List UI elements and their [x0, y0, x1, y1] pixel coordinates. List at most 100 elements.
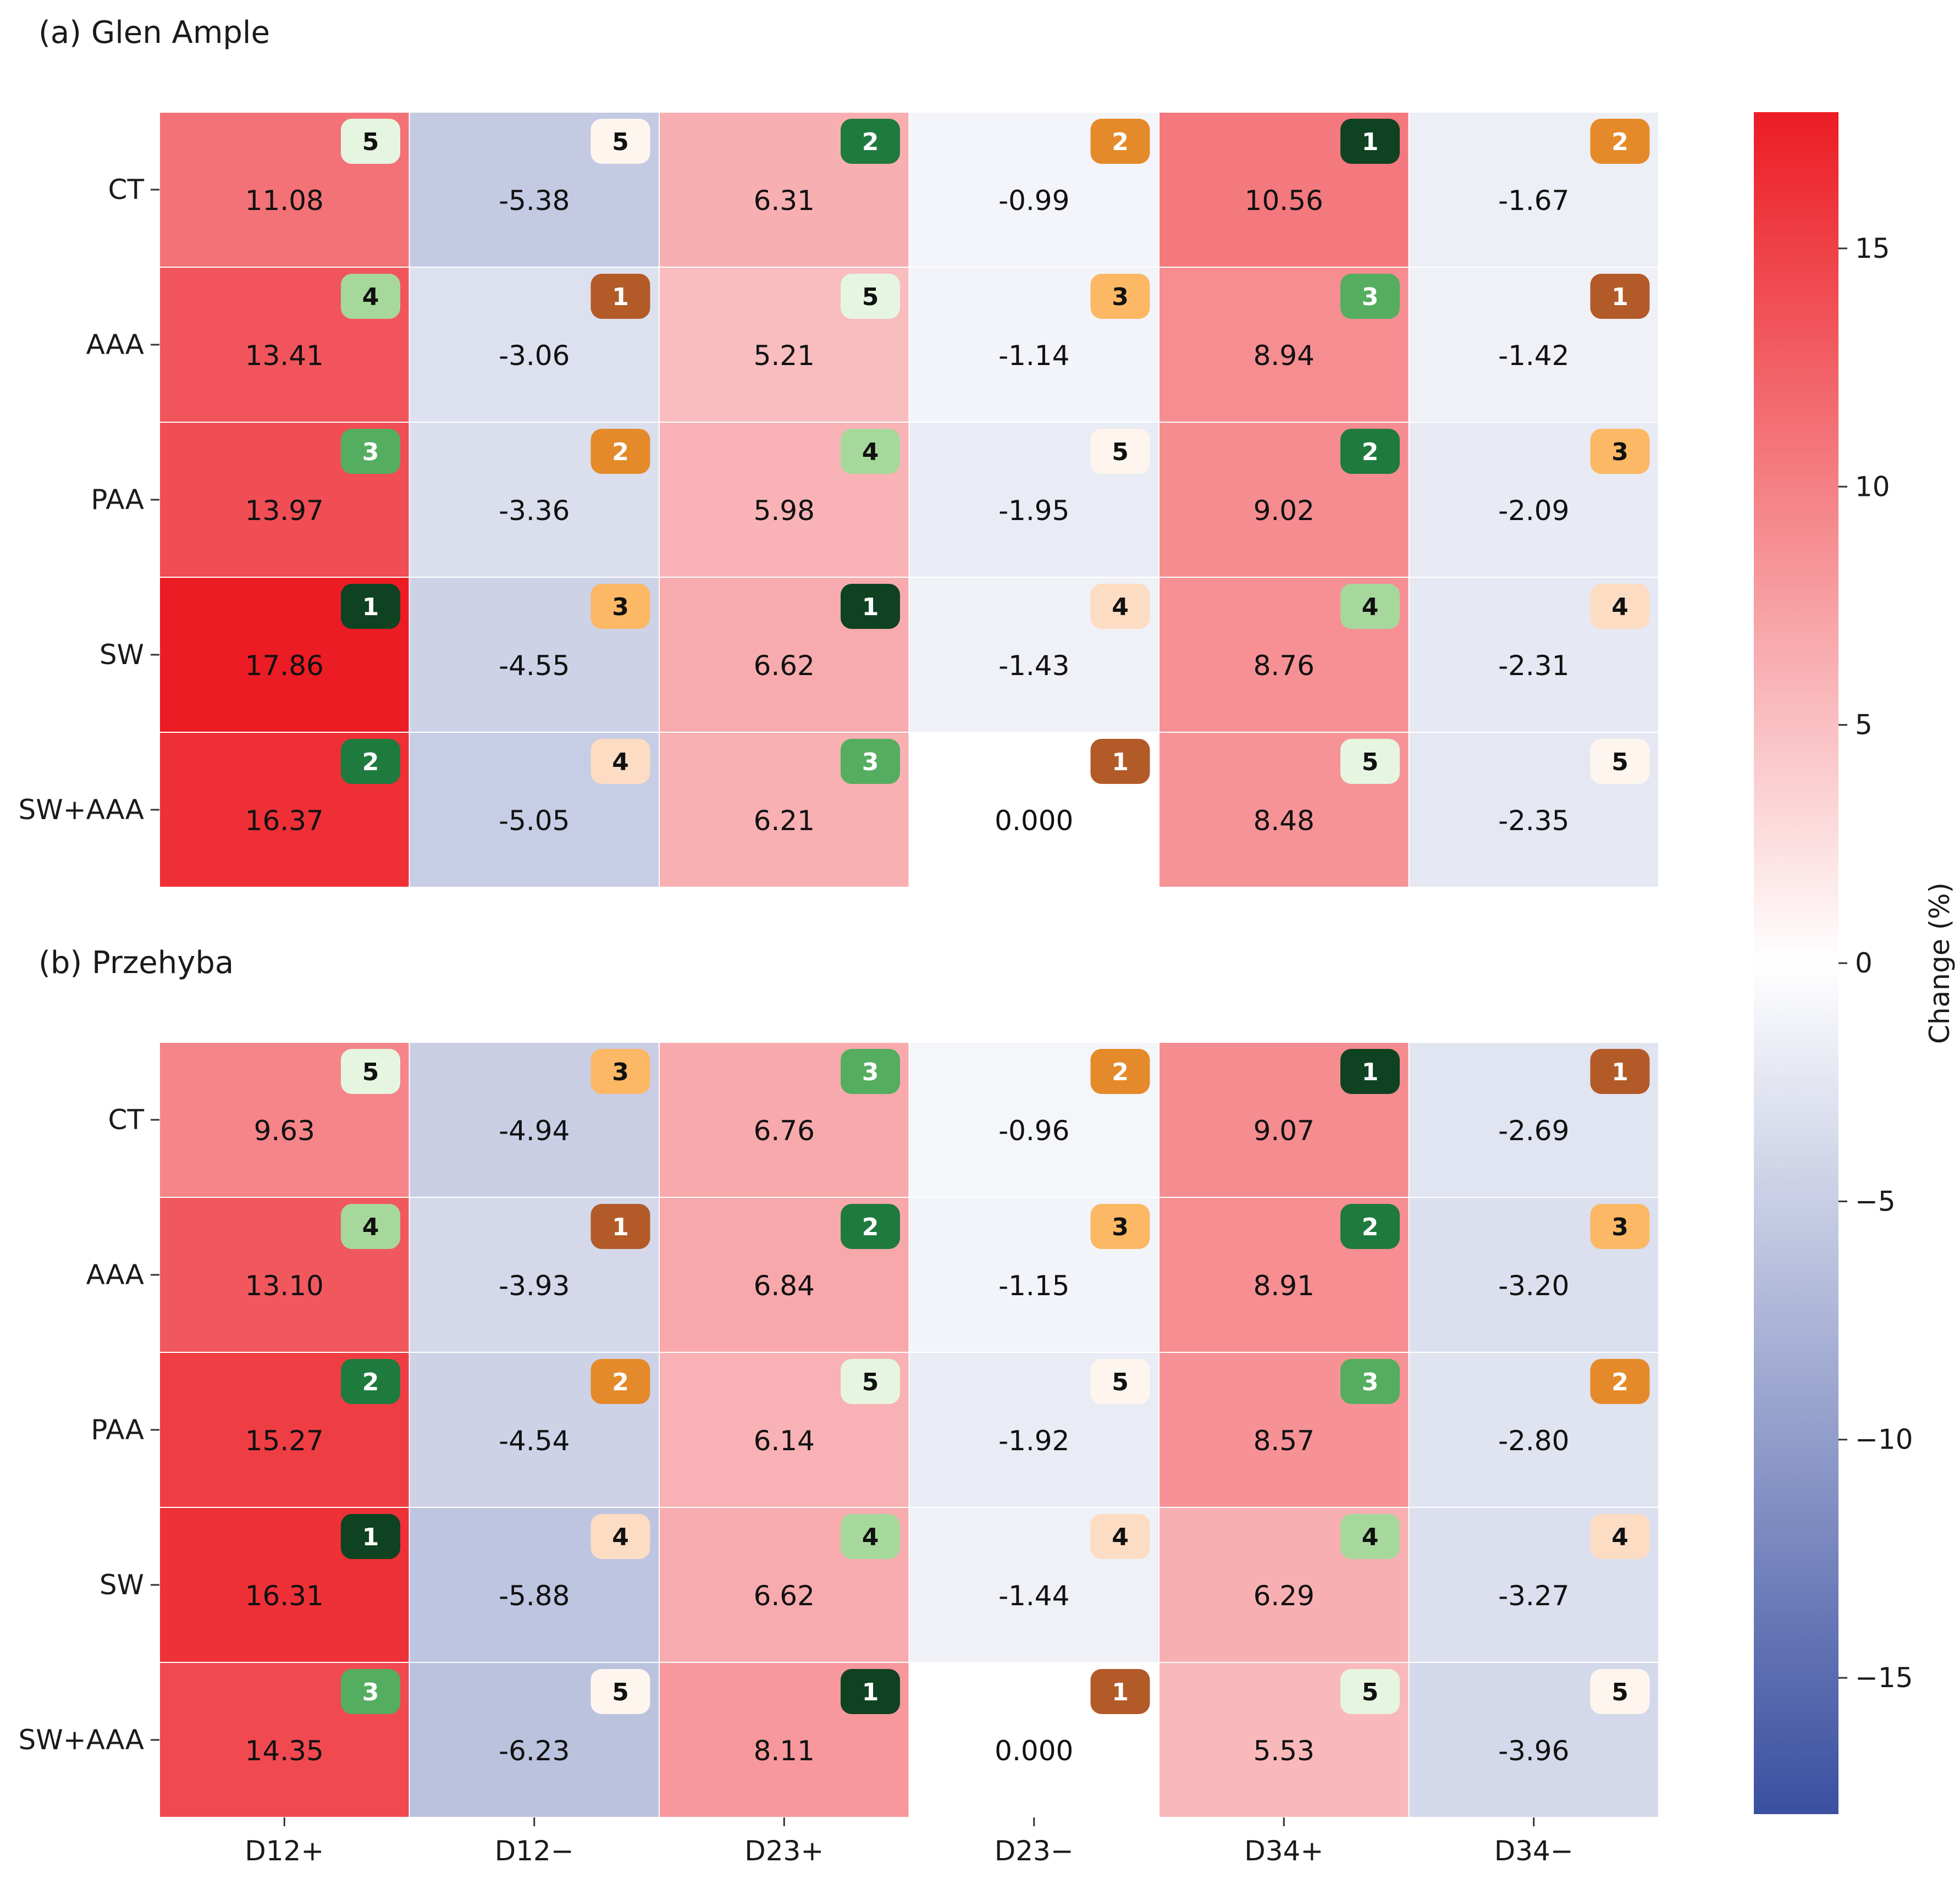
rank-badge: [1340, 274, 1400, 319]
rank-badge-label: 5: [1362, 748, 1379, 776]
rank-badge-label: 5: [1611, 748, 1628, 776]
colorbar-tick-label: 10: [1855, 471, 1890, 502]
rank-badge-label: 4: [1611, 1523, 1628, 1551]
cell-value-label: -2.35: [1498, 805, 1569, 837]
rank-badge: [1590, 584, 1650, 629]
rank-badge-label: 2: [362, 748, 379, 776]
rank-badge-label: 5: [862, 1368, 879, 1396]
rank-badge-label: 1: [612, 1213, 629, 1241]
colorbar-tick-label: −5: [1855, 1185, 1896, 1217]
rank-badge: [1090, 1204, 1150, 1249]
rank-badge-label: 1: [1611, 1058, 1628, 1086]
rank-badge: [590, 1204, 650, 1249]
cell-value-label: -5.38: [499, 185, 570, 217]
column-label: D23−: [995, 1835, 1074, 1867]
column-label: D34−: [1494, 1835, 1573, 1867]
rank-badge: [1590, 119, 1650, 164]
rank-badge-label: 2: [862, 128, 879, 156]
rank-badge-label: 3: [1112, 1213, 1129, 1241]
column-label: D12+: [245, 1835, 324, 1867]
rank-badge: [1340, 584, 1400, 629]
rank-badge: [590, 429, 650, 474]
cell-value-label: -3.27: [1498, 1580, 1569, 1612]
rank-badge: [841, 739, 900, 784]
cell-value-label: -2.31: [1498, 650, 1569, 682]
cell-value-label: 8.11: [754, 1735, 815, 1767]
cell-value-label: 8.57: [1254, 1425, 1315, 1457]
rank-badge-label: 1: [1611, 283, 1628, 311]
cell-value-label: 5.21: [754, 340, 815, 372]
cell-value-label: -2.09: [1498, 495, 1569, 527]
rank-badge-label: 1: [862, 1678, 879, 1706]
rank-badge-label: 1: [862, 593, 879, 621]
row-label: SW+AAA: [19, 1724, 144, 1756]
cell-value-label: -3.96: [1498, 1735, 1569, 1767]
rank-badge-label: 3: [1362, 1368, 1379, 1396]
rank-badge-label: 4: [1611, 593, 1628, 621]
rank-badge: [590, 1514, 650, 1559]
cell-value-label: 6.76: [754, 1115, 815, 1147]
rank-badge: [841, 584, 900, 629]
cell-value-label: -1.67: [1498, 185, 1569, 217]
cell-value-label: -1.44: [998, 1580, 1069, 1612]
rank-badge: [341, 1669, 400, 1714]
rank-badge: [1090, 1359, 1150, 1404]
cell-value-label: 13.10: [245, 1270, 324, 1302]
rank-badge: [1590, 739, 1650, 784]
colorbar-tick-label: −15: [1855, 1662, 1913, 1694]
cell-value-label: 8.48: [1254, 805, 1315, 837]
rank-badge-label: 4: [1362, 1523, 1379, 1551]
rank-badge: [590, 1359, 650, 1404]
cell-value-label: -1.95: [998, 495, 1069, 527]
rank-badge-label: 1: [1362, 1058, 1379, 1086]
rank-badge-label: 4: [1112, 1523, 1129, 1551]
colorbar-label: Change (%): [1924, 882, 1956, 1044]
cell-value-label: 6.62: [754, 1580, 815, 1612]
rank-badge-label: 1: [362, 1523, 379, 1551]
cell-value-label: -0.99: [998, 185, 1069, 217]
rank-badge-label: 2: [1611, 128, 1628, 156]
rank-badge-label: 3: [612, 593, 629, 621]
rank-badge-label: 3: [1112, 283, 1129, 311]
rank-badge-label: 1: [362, 593, 379, 621]
cell-value-label: -2.69: [1498, 1115, 1569, 1147]
colorbar-tick-label: 0: [1855, 947, 1873, 979]
rank-badge: [841, 119, 900, 164]
rank-badge-label: 2: [1362, 438, 1379, 466]
row-label: SW: [100, 639, 144, 671]
rank-badge: [1090, 739, 1150, 784]
rank-badge-label: 5: [362, 1058, 379, 1086]
rank-badge: [1090, 119, 1150, 164]
rank-badge-label: 2: [362, 1368, 379, 1396]
rank-badge: [1340, 119, 1400, 164]
rank-badge: [1090, 1669, 1150, 1714]
row-label: AAA: [86, 1259, 144, 1291]
rank-badge: [841, 1514, 900, 1559]
rank-badge: [1090, 429, 1150, 474]
column-label: D12−: [495, 1835, 574, 1867]
row-label: SW: [100, 1569, 144, 1601]
rank-badge-label: 3: [362, 438, 379, 466]
cell-value-label: 13.97: [245, 495, 324, 527]
cell-value-label: 8.91: [1254, 1270, 1315, 1302]
rank-badge: [1090, 584, 1150, 629]
cell-value-label: -1.42: [1498, 340, 1569, 372]
rank-badge-label: 3: [1611, 1213, 1628, 1241]
cell-value-label: 16.37: [245, 805, 324, 837]
rank-badge-label: 2: [612, 1368, 629, 1396]
panel-title: (a) Glen Ample: [38, 15, 270, 51]
cell-value-label: -3.93: [499, 1270, 570, 1302]
rank-badge-label: 5: [1611, 1678, 1628, 1706]
panel-b: (b) Przehyba 9.63 5 -4.94 3 6.76 3 -0.96 2 9.07 1 -…: [19, 945, 1659, 1818]
rank-badge: [341, 1514, 400, 1559]
rank-badge: [590, 1049, 650, 1094]
rank-badge-label: 5: [1112, 438, 1129, 466]
row-label: SW+AAA: [19, 794, 144, 826]
cell-value-label: 11.08: [245, 185, 324, 217]
rank-badge: [341, 1049, 400, 1094]
cell-value-label: 8.76: [1254, 650, 1315, 682]
rank-badge-label: 2: [1362, 1213, 1379, 1241]
rank-badge: [1340, 1049, 1400, 1094]
column-label: D23+: [744, 1835, 824, 1867]
rank-badge-label: 2: [862, 1213, 879, 1241]
